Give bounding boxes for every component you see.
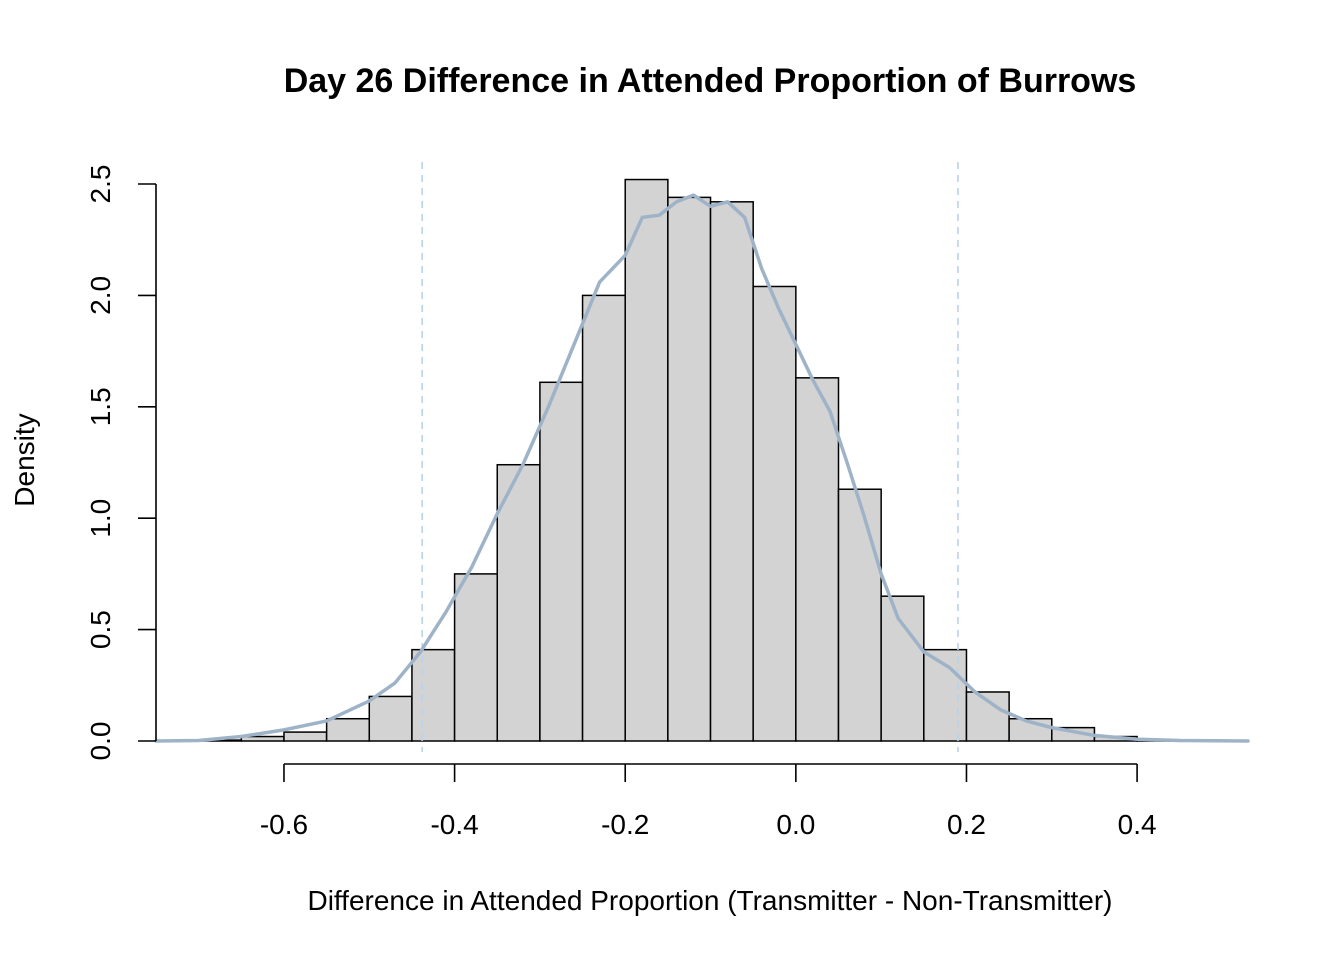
x-axis: -0.6 -0.4 -0.2 0.0 0.2 0.4 [260, 763, 1157, 840]
x-tick-label-1: -0.4 [430, 809, 478, 840]
x-tick-label-3: 0.0 [776, 809, 815, 840]
histogram-bar-2 [283, 731, 328, 742]
y-tick-label-4: 2.0 [85, 276, 116, 315]
histogram-bar-11 [667, 196, 712, 742]
x-tick-label-4: 0.2 [947, 809, 986, 840]
histogram-bar-5 [411, 648, 456, 742]
y-tick-label-0: 0.0 [85, 722, 116, 761]
histogram-bars [197, 178, 1181, 742]
y-axis: 0.0 0.5 1.0 1.5 2.0 2.5 [85, 165, 157, 761]
y-axis-label: Density [9, 413, 40, 506]
x-tick-label-2: -0.2 [601, 809, 649, 840]
x-tick-label-5: 0.4 [1118, 809, 1157, 840]
density-curve [154, 193, 1250, 743]
histogram-bar-14 [795, 377, 840, 742]
histogram-bar-13 [752, 285, 797, 742]
histogram-bar-16 [880, 595, 925, 742]
y-tick-label-2: 1.0 [85, 499, 116, 538]
histogram-bar-3 [325, 717, 371, 742]
histogram-bar-15 [837, 488, 882, 742]
histogram-bar-6 [453, 573, 498, 742]
chart-title: Day 26 Difference in Attended Proportion… [284, 62, 1137, 100]
x-tick-label-0: -0.6 [260, 809, 308, 840]
histogram-bar-10 [624, 178, 669, 742]
y-tick-label-5: 2.5 [85, 165, 116, 204]
histogram-bar-7 [496, 463, 541, 742]
histogram-bar-4 [368, 695, 413, 742]
histogram-bar-8 [539, 381, 584, 742]
histogram-bar-9 [581, 294, 626, 742]
x-axis-label: Difference in Attended Proportion (Trans… [307, 885, 1112, 916]
y-tick-label-3: 1.5 [85, 387, 116, 426]
y-tick-label-1: 0.5 [85, 610, 116, 649]
histogram-bar-12 [709, 201, 754, 742]
